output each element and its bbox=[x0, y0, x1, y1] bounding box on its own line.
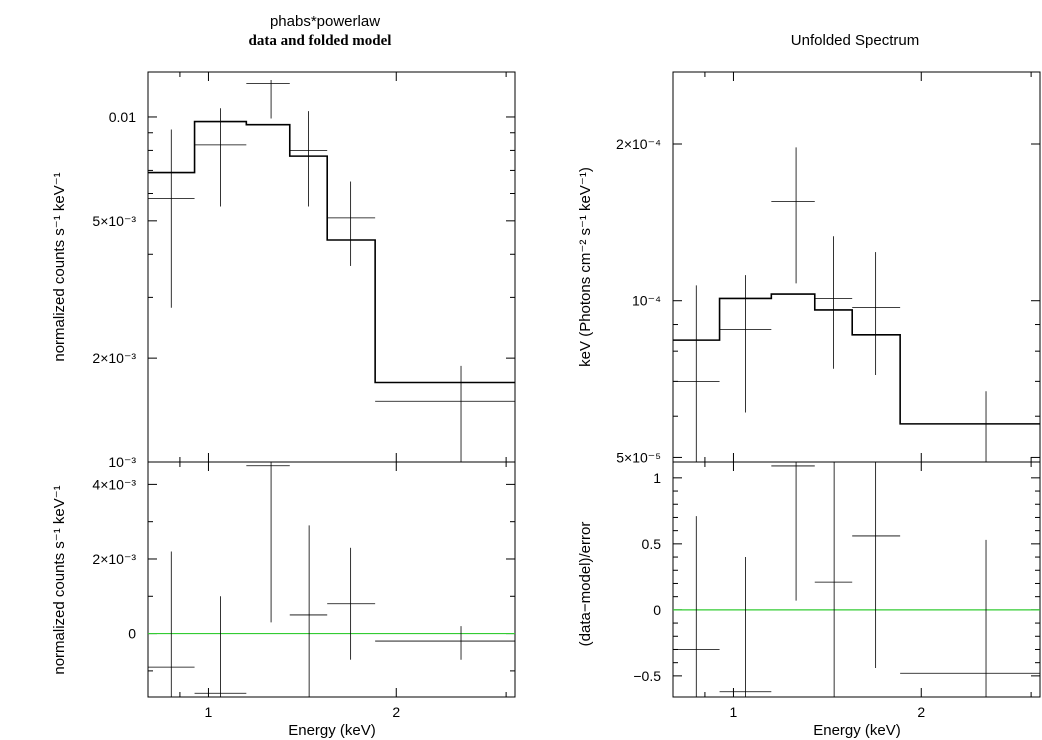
y-tick-label: 2×10⁻³ bbox=[92, 551, 136, 567]
left-top-panel: 0.01 5×10⁻³ 2×10⁻³ 10⁻³ bbox=[92, 71, 516, 470]
plot-frame bbox=[672, 71, 1041, 463]
right-title: Unfolded Spectrum bbox=[791, 32, 919, 49]
y-tick-label: 10⁻³ bbox=[108, 454, 136, 470]
left-subtitle: data and folded model bbox=[249, 33, 392, 49]
left-bottom-panel: 4×10⁻³ 2×10⁻³ 0 1 2 bbox=[92, 461, 516, 720]
y-tick-label: 4×10⁻³ bbox=[92, 476, 136, 492]
plot-frame bbox=[147, 461, 516, 698]
y-tick-label: 5×10⁻⁵ bbox=[616, 449, 661, 465]
model-step-line bbox=[673, 293, 1040, 425]
x-tick-label: 1 bbox=[205, 704, 213, 720]
right-xlabel: Energy (keV) bbox=[813, 722, 901, 739]
right-bottom-ylabel: (data−model)/error bbox=[577, 522, 594, 647]
plot-frame bbox=[147, 71, 516, 463]
right-bottom-panel: 1 0.5 0 −0.5 1 2 bbox=[633, 461, 1041, 720]
y-tick-label: 0.5 bbox=[642, 536, 662, 552]
y-tick-label: 5×10⁻³ bbox=[92, 213, 136, 229]
x-tick-label: 2 bbox=[917, 704, 925, 720]
y-tick-label: 0 bbox=[128, 626, 136, 642]
left-bottom-ylabel: normalized counts s⁻¹ keV⁻¹ bbox=[51, 485, 68, 674]
y-tick-label: −0.5 bbox=[633, 668, 661, 684]
x-tick-label: 2 bbox=[392, 704, 400, 720]
y-tick-label: 0.01 bbox=[109, 109, 136, 125]
y-tick-label: 2×10⁻⁴ bbox=[616, 136, 661, 152]
y-tick-label: 1 bbox=[653, 470, 661, 486]
right-top-ylabel: keV (Photons cm⁻² s⁻¹ keV⁻¹) bbox=[577, 167, 594, 367]
left-title: phabs*powerlaw bbox=[270, 13, 380, 30]
y-tick-label: 10⁻⁴ bbox=[632, 293, 661, 309]
x-tick-label: 1 bbox=[730, 704, 738, 720]
model-step-line bbox=[148, 120, 515, 384]
left-xlabel: Energy (keV) bbox=[288, 722, 376, 739]
left-top-ylabel: normalized counts s⁻¹ keV⁻¹ bbox=[51, 172, 68, 361]
y-tick-label: 0 bbox=[653, 602, 661, 618]
plot-frame bbox=[672, 461, 1041, 698]
right-top-panel: 2×10⁻⁴ 10⁻⁴ 5×10⁻⁵ bbox=[616, 71, 1041, 465]
y-tick-label: 2×10⁻³ bbox=[92, 350, 136, 366]
